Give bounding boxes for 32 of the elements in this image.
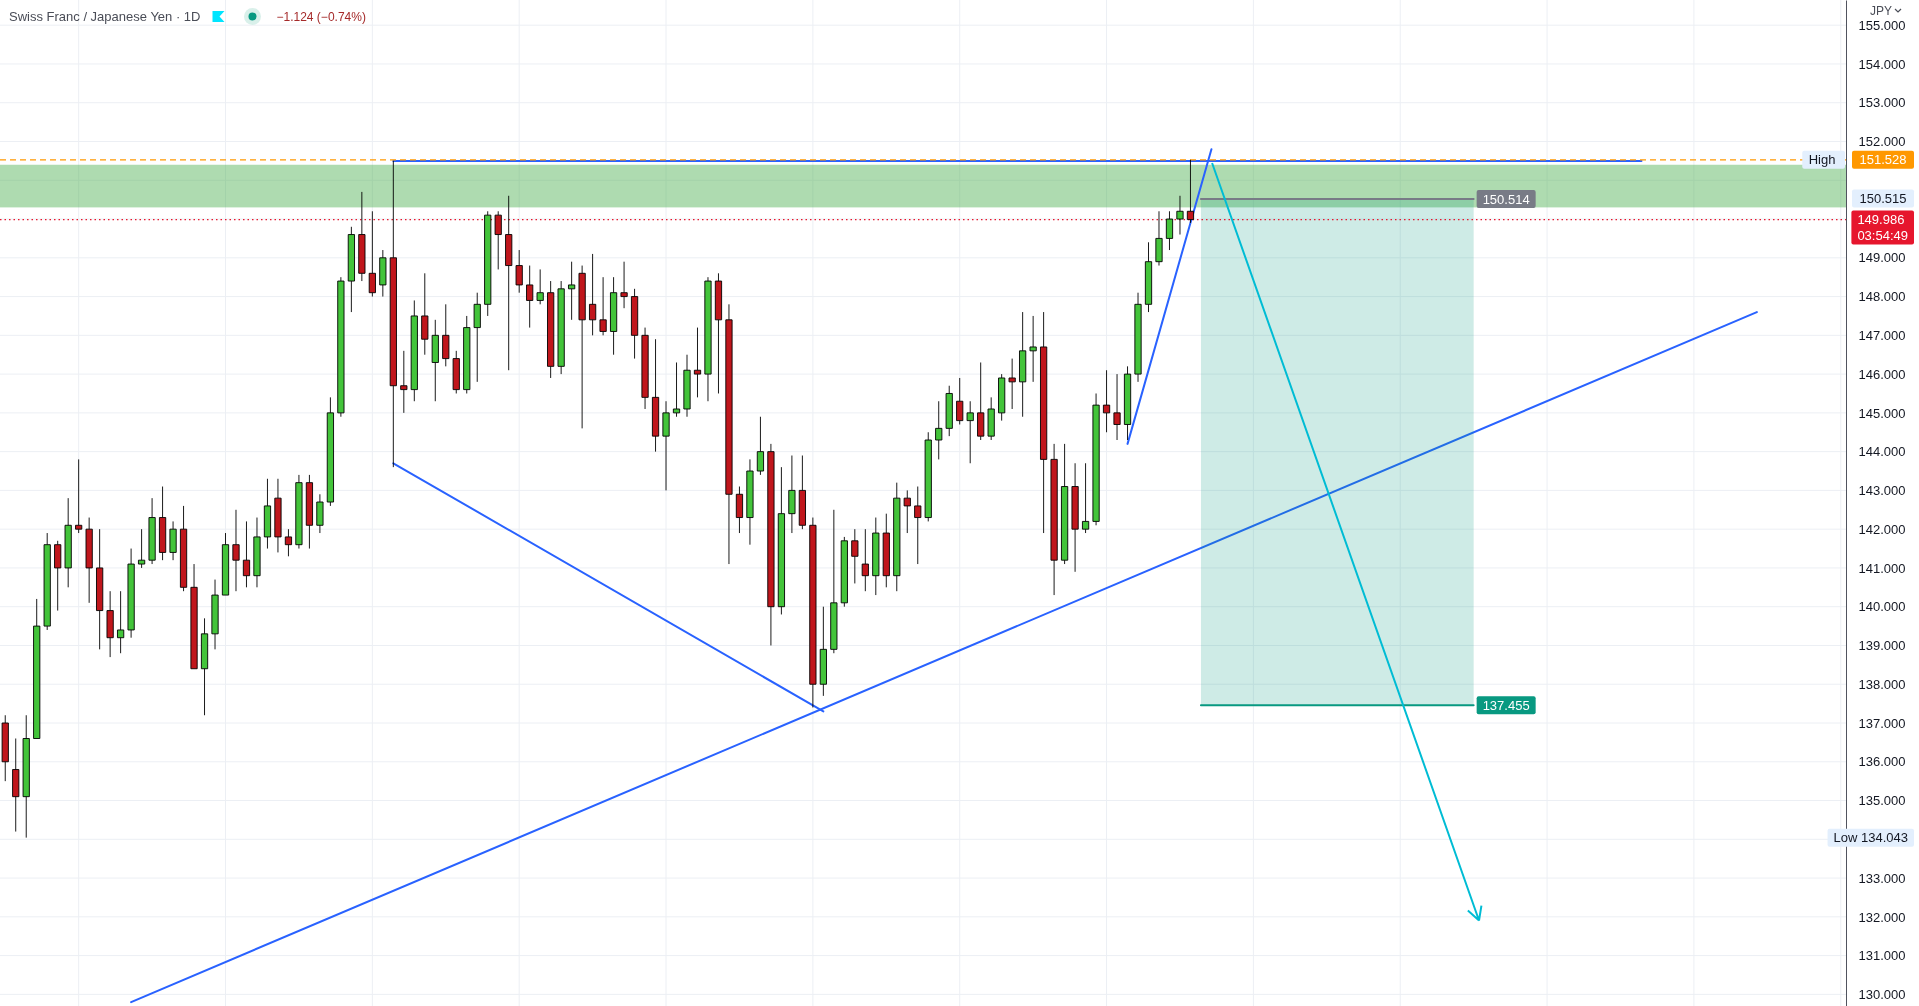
y-tick-label: 146.000: [1858, 366, 1906, 382]
text: 150.515: [1859, 191, 1907, 207]
y-tick-label: 135.000: [1858, 793, 1906, 809]
y-tick-label: 136.000: [1858, 754, 1906, 770]
y-tick-label: 133.000: [1858, 870, 1906, 886]
text: Swiss Franc / Japanese Yen · 1D: [9, 9, 201, 24]
y-tick-label: 140.000: [1858, 599, 1906, 615]
data-label: 150.514: [1482, 191, 1530, 207]
y-tick-label: 142.000: [1858, 521, 1906, 537]
y-tick-label: 130.000: [1858, 987, 1906, 1003]
y-axis-title: JPY: [1870, 4, 1893, 18]
y-tick-label: 153.000: [1858, 95, 1906, 111]
y-tick-label: 137.000: [1858, 715, 1906, 731]
y-tick-label: 147.000: [1858, 327, 1906, 343]
text: −1.124 (−0.74%): [276, 10, 366, 24]
y-tick-label: 143.000: [1858, 483, 1906, 499]
ref-line-label: 149.986 03:54:49: [1857, 212, 1908, 244]
y-tick-label: 139.000: [1858, 638, 1906, 654]
y-tick-label: 144.000: [1858, 444, 1906, 460]
y-tick-label: 155.000: [1858, 17, 1906, 33]
y-tick-label: 138.000: [1858, 676, 1906, 692]
y-tick-label: 131.000: [1858, 948, 1906, 964]
data-label: 137.455: [1482, 697, 1530, 713]
y-tick-label: 154.000: [1858, 56, 1906, 72]
text: High 151.528: [1808, 152, 1907, 168]
y-tick-label: 141.000: [1858, 560, 1906, 576]
y-tick-label: 145.000: [1858, 405, 1906, 421]
y-tick-label: 152.000: [1858, 134, 1906, 150]
y-tick-label: 132.000: [1858, 909, 1906, 925]
annotation: Low 134.043: [1833, 830, 1908, 846]
y-tick-label: 149.000: [1858, 250, 1906, 266]
y-tick-label: 148.000: [1858, 289, 1906, 305]
